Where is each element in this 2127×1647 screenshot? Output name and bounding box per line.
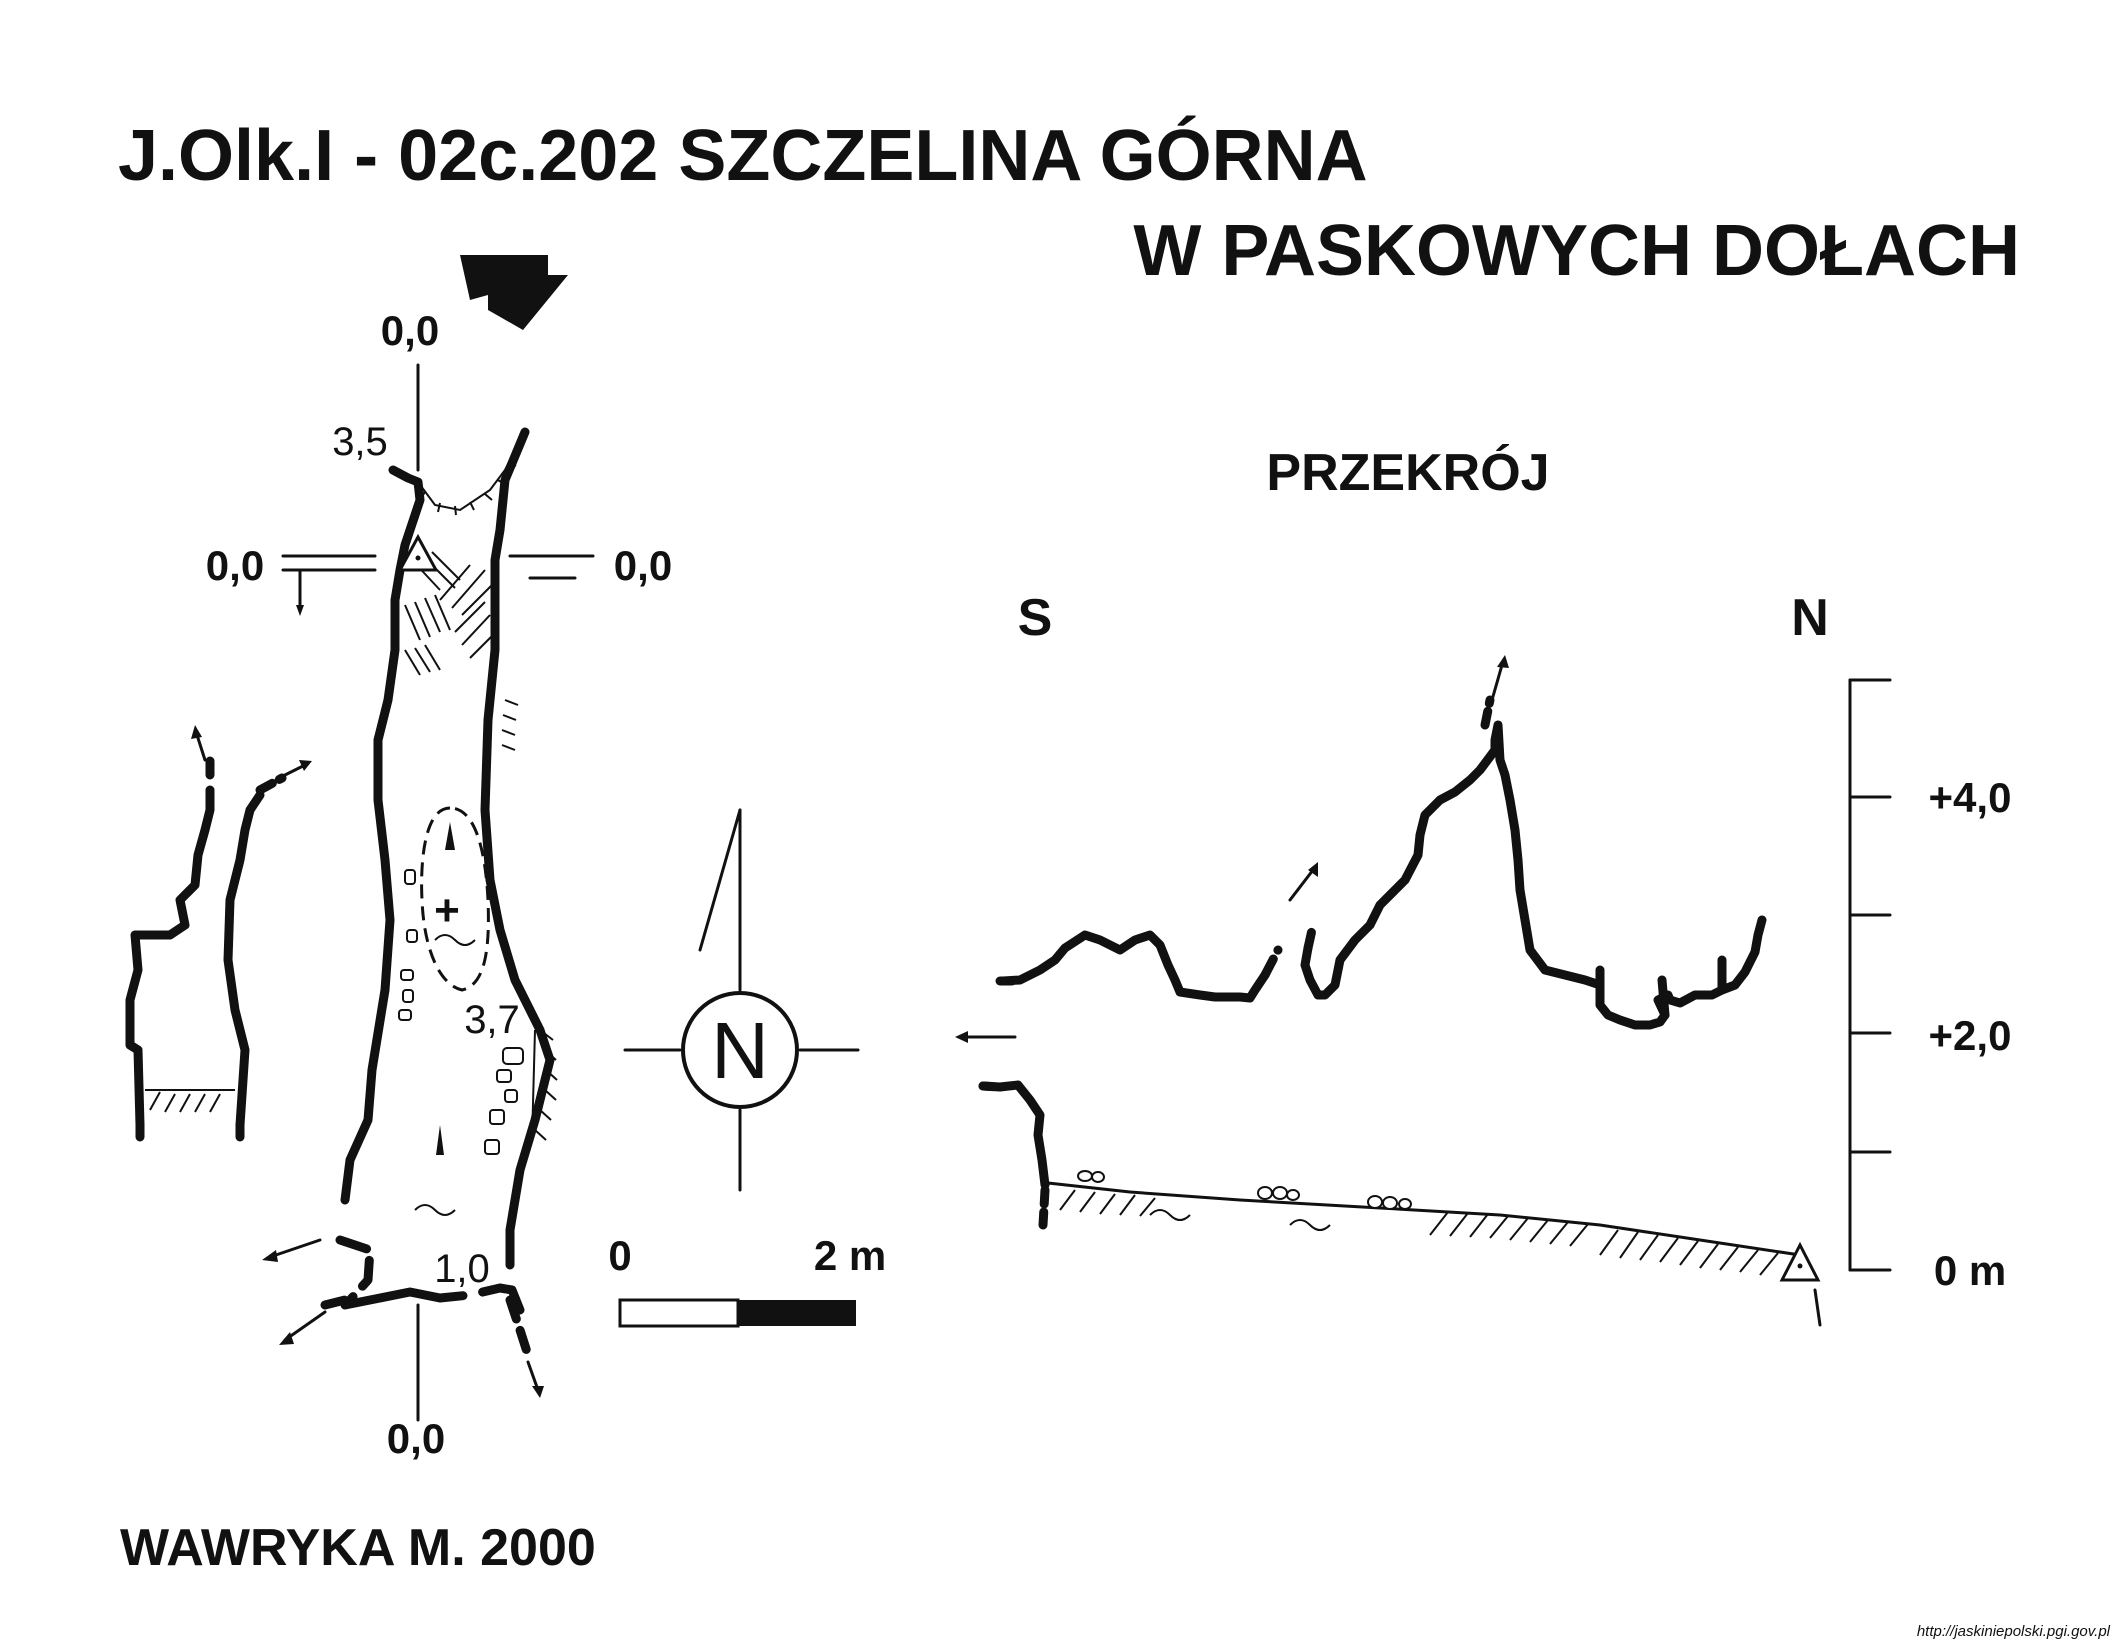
rubble-hatching (404, 551, 493, 676)
plan-marker-top: 0,0 (381, 307, 439, 354)
plan-height-1-0: 1,0 (434, 1247, 490, 1291)
section-tick-plus2: +2,0 (1929, 1012, 2012, 1059)
svg-text:+: + (434, 886, 460, 935)
plan-marker-right: 0,0 (614, 542, 672, 589)
plan-marker-bottom: 0,0 (387, 1415, 445, 1462)
section-dir-north: N (1791, 589, 1829, 647)
author-credit: WAWRYKA M. 2000 (120, 1519, 596, 1577)
section-tick-zero: 0 m (1934, 1247, 2006, 1294)
scale-bar-start: 0 (608, 1232, 631, 1279)
map-title-line-1: J.Olk.I - 02c.202 SZCZELINA GÓRNA (118, 115, 1368, 196)
plan-view: + (125, 363, 595, 1422)
section-dir-south: S (1018, 589, 1053, 647)
plan-height-3-5: 3,5 (332, 420, 388, 464)
entrance-arrow (460, 255, 568, 330)
rocks (398, 869, 524, 1155)
scale-bar-end: 2 m (814, 1232, 886, 1279)
map-title-line-2: W PASKOWYCH DOŁACH (1133, 211, 2020, 291)
compass-label: N (711, 1006, 769, 1095)
scale-bar (618, 1298, 856, 1328)
north-compass (623, 808, 860, 1192)
plan-marker-left: 0,0 (206, 542, 264, 589)
source-url[interactable]: http://jaskiniepolski.pgi.gov.pl (1917, 1623, 2111, 1640)
section-tick-plus4: +4,0 (1929, 774, 2012, 821)
section-title: PRZEKRÓJ (1266, 444, 1549, 502)
plan-height-3-7: 3,7 (464, 998, 520, 1042)
section-profile (955, 655, 1892, 1327)
